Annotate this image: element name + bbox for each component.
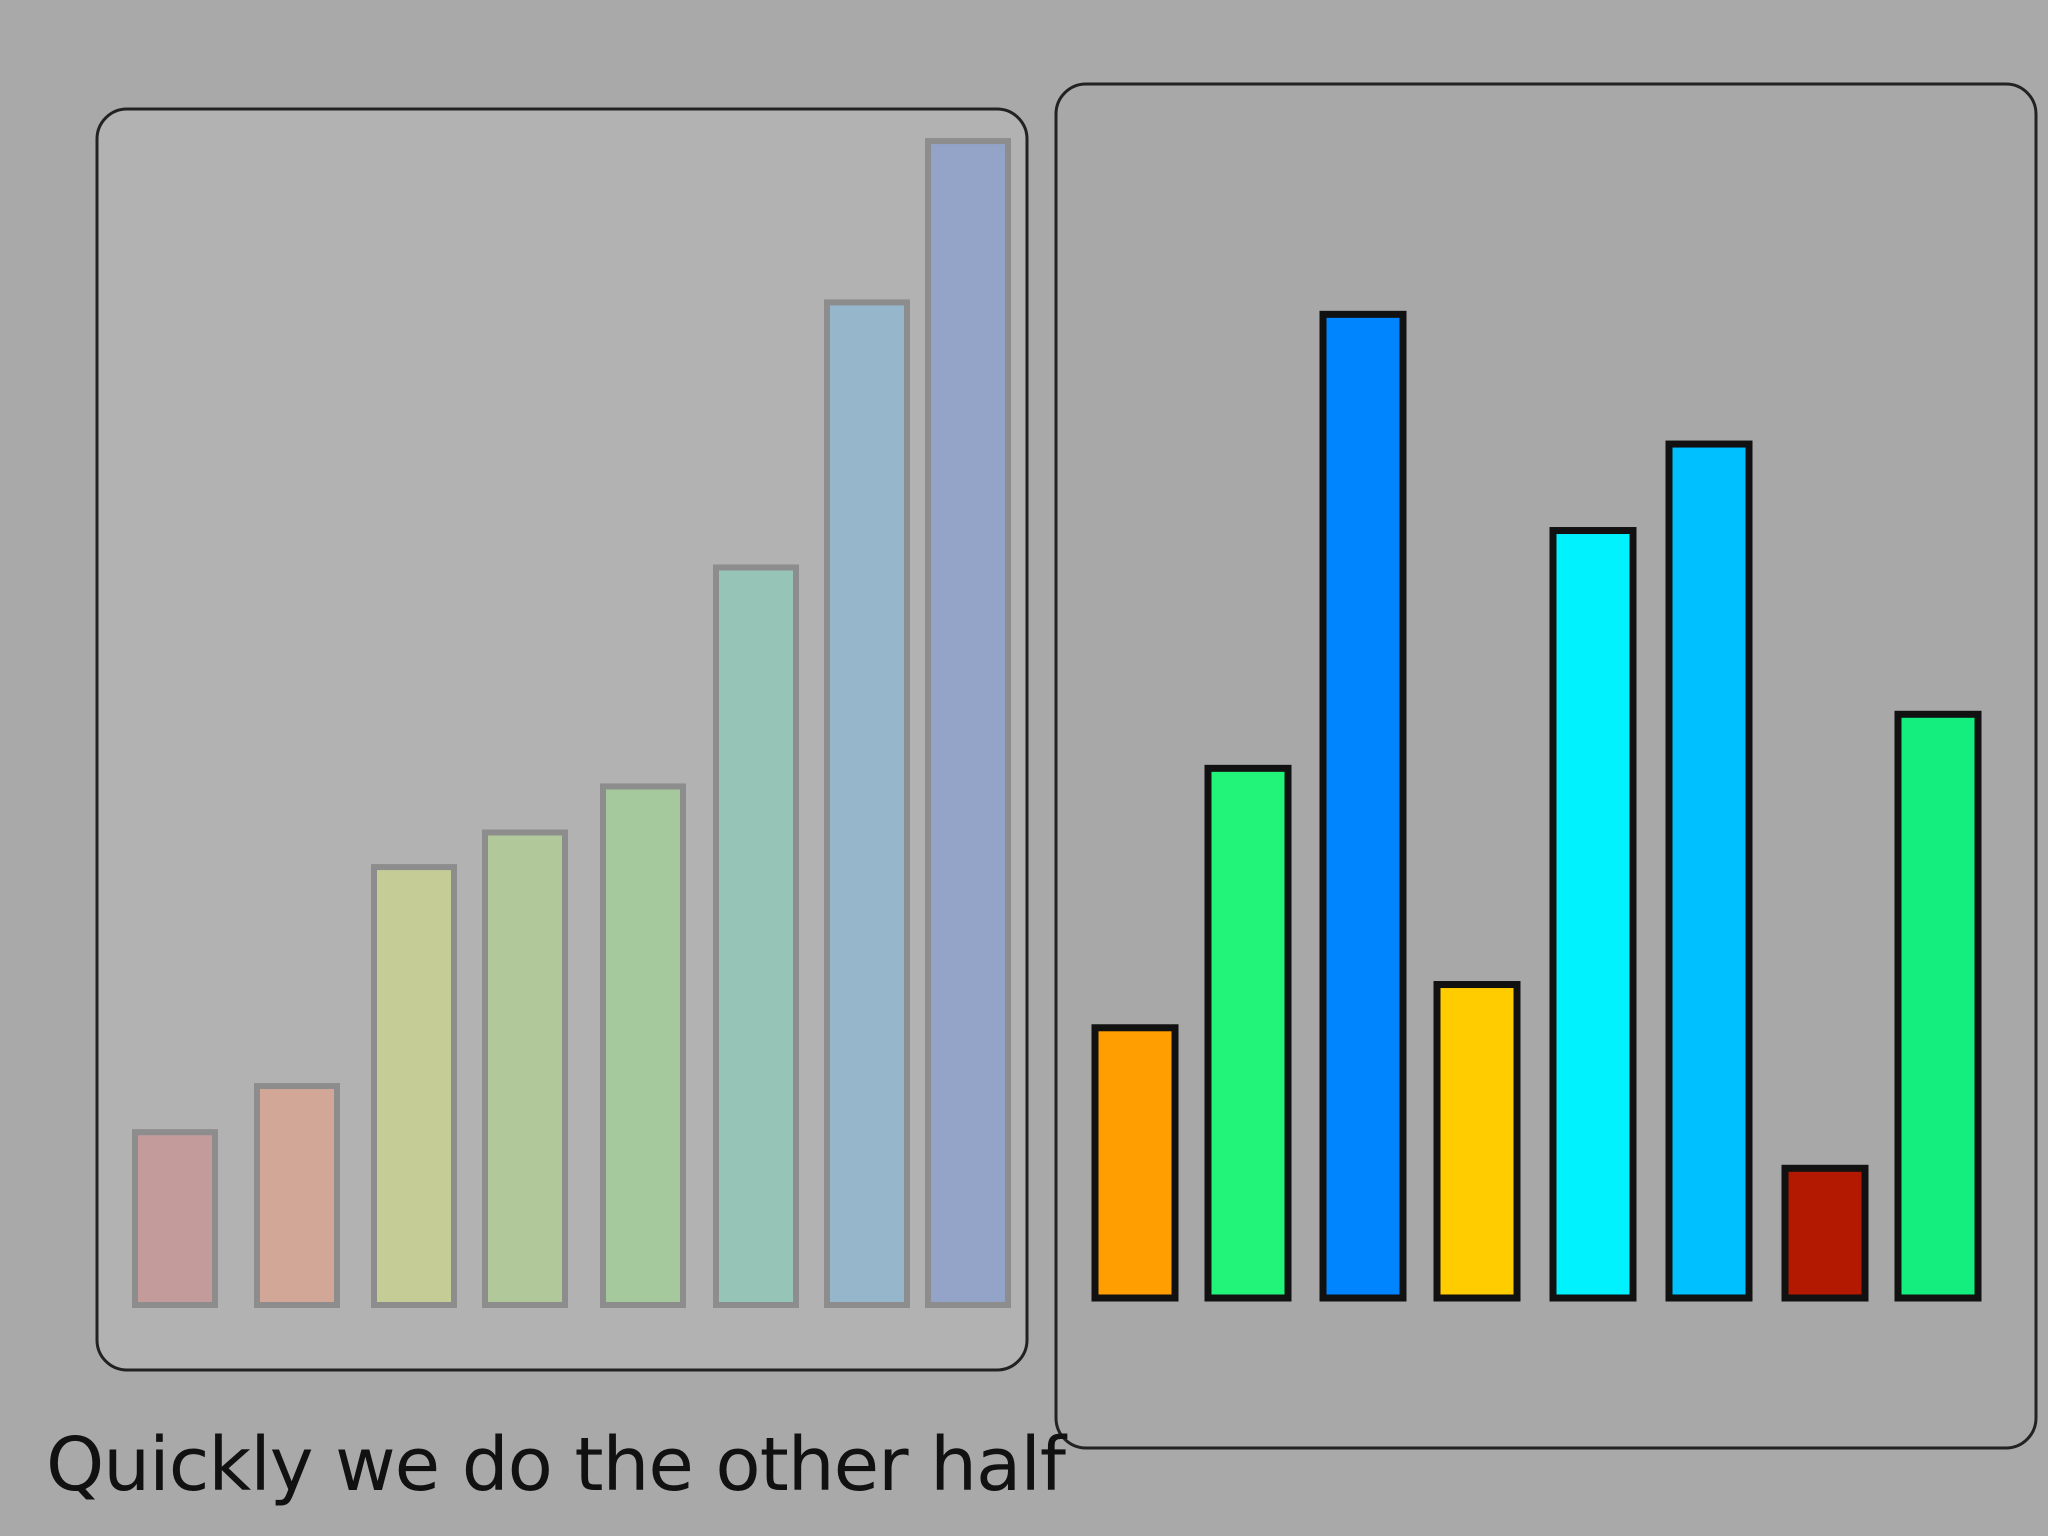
- left-bar-2: [254, 1083, 340, 1308]
- left-bar-7: [824, 299, 910, 1308]
- right-bar-3: [1319, 310, 1407, 1302]
- left-bar-5: [600, 783, 686, 1308]
- left-bar-6: [713, 564, 799, 1308]
- right-bar-6: [1665, 440, 1753, 1302]
- slide-caption: Quickly we do the other half: [46, 1422, 1066, 1508]
- left-bar-3: [371, 864, 457, 1308]
- right-bar-2: [1204, 764, 1292, 1302]
- left-bar-8: [925, 138, 1011, 1309]
- right-bar-4: [1433, 981, 1521, 1302]
- right-bar-8: [1894, 710, 1982, 1302]
- right-bar-1: [1091, 1024, 1179, 1302]
- left-bar-4: [482, 829, 568, 1308]
- right-bar-5: [1549, 527, 1637, 1302]
- right-bar-chart: [1091, 310, 1982, 1302]
- left-bar-1: [132, 1129, 218, 1308]
- right-chart-panel: [1054, 82, 2038, 1450]
- left-bar-chart: [132, 138, 1011, 1309]
- right-bar-7: [1781, 1164, 1869, 1302]
